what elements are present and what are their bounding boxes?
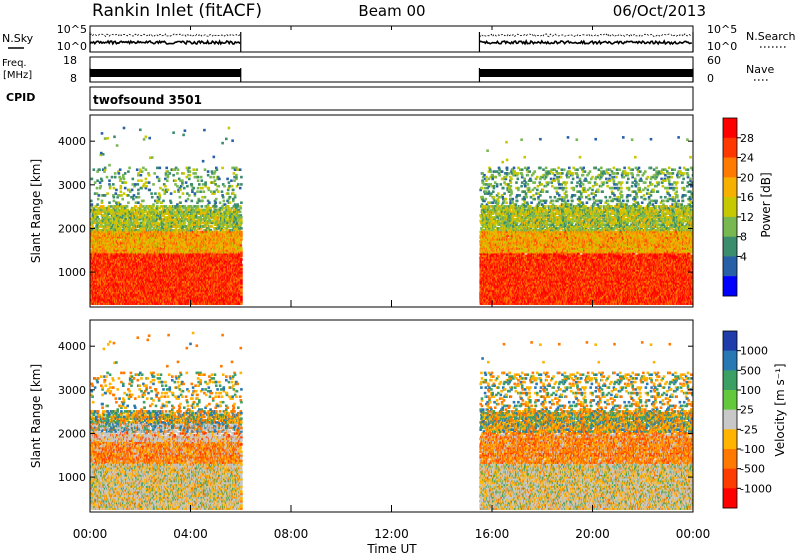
nave-tick-bottom: 0 xyxy=(707,72,714,85)
date-title: 06/Oct/2013 xyxy=(613,2,706,20)
nsky-tick-bottom: 10^0 xyxy=(57,40,87,53)
power-colorbar-tick: 24 xyxy=(740,152,754,165)
velocity-colorbar-tick: 1000 xyxy=(740,345,768,358)
cpid-value: twofsound 3501 xyxy=(93,93,202,107)
x-tick-label: 16:00 xyxy=(475,527,510,541)
freq-panel: Freq. [MHz] 18 8 60 0 Nave xyxy=(2,54,774,85)
power-colorbar-tick: 28 xyxy=(740,132,754,145)
cpid-panel xyxy=(89,86,694,111)
velocity-x-axis: 00:00 04:00 08:00 12:00 16:00 20:00 00:00 xyxy=(73,505,711,541)
power-y-tick-label: 2000 xyxy=(58,222,86,235)
power-colorbar-tick: 4 xyxy=(740,250,747,263)
power-panel: 1000 2000 3000 4000 Slant Range [km] xyxy=(29,114,694,308)
cpid-label: CPID xyxy=(6,91,35,104)
x-tick-label: 00:00 xyxy=(676,527,711,541)
power-y-tick-label: 3000 xyxy=(58,179,86,192)
site-title: Rankin Inlet (fitACF) xyxy=(92,1,262,21)
velocity-field xyxy=(90,331,693,510)
power-colorbar: 28 24 20 16 12 8 4 Power [dB] xyxy=(722,117,773,297)
velocity-colorbar: 1000 500 100 25 -25 -100 -500 -1000 Velocity [m… xyxy=(722,330,787,509)
x-axis-label: Time UT xyxy=(366,542,417,554)
velocity-colorbar-tick: -25 xyxy=(740,423,758,436)
power-colorbar-tick: 16 xyxy=(740,191,754,204)
nave-tick-top: 60 xyxy=(707,54,721,67)
power-colorbar-tick: 20 xyxy=(740,171,754,184)
nsky-series xyxy=(89,26,694,52)
x-tick-label: 08:00 xyxy=(274,527,309,541)
beam-title: Beam 00 xyxy=(358,2,425,20)
velocity-colorbar-tick: -500 xyxy=(740,463,765,476)
freq-tick-top: 18 xyxy=(63,54,77,67)
nsearch-tick-top: 10^5 xyxy=(707,23,737,36)
x-tick-label: 20:00 xyxy=(575,527,610,541)
freq-tick-bottom: 8 xyxy=(70,72,77,85)
velocity-colorbar-tick: 25 xyxy=(740,404,754,417)
velocity-y-tick-label: 1000 xyxy=(58,471,86,484)
velocity-colorbar-tick: -100 xyxy=(740,443,765,456)
velocity-y-tick-label: 2000 xyxy=(58,427,86,440)
nsky-panel: N.Sky 10^5 10^0 10^5 10^0 N.Search xyxy=(2,23,796,53)
power-x-ticks xyxy=(89,300,694,307)
x-tick-label: 12:00 xyxy=(374,527,409,541)
power-y-tick-label: 4000 xyxy=(58,135,86,148)
velocity-y-axis: 1000 2000 3000 4000 xyxy=(58,340,693,484)
freq-label: Freq. xyxy=(2,58,27,69)
nsearch-tick-bottom: 10^0 xyxy=(707,40,737,53)
power-y-axis: 1000 2000 3000 4000 xyxy=(58,135,693,279)
velocity-y-label: Slant Range [km] xyxy=(29,364,43,468)
x-tick-label: 04:00 xyxy=(173,527,208,541)
power-y-label: Slant Range [km] xyxy=(29,159,43,263)
nsky-tick-top: 10^5 xyxy=(57,23,87,36)
velocity-colorbar-tick: 100 xyxy=(740,384,761,397)
power-colorbar-label: Power [dB] xyxy=(759,172,773,237)
power-colorbar-tick: 12 xyxy=(740,211,754,224)
freq-series xyxy=(89,68,694,82)
power-y-tick-label: 1000 xyxy=(58,266,86,279)
power-colorbar-tick: 8 xyxy=(740,231,747,244)
freq-unit-label: [MHz] xyxy=(3,70,32,81)
velocity-y-tick-label: 4000 xyxy=(58,340,86,353)
nsky-label: N.Sky xyxy=(2,32,34,45)
velocity-colorbar-tick: -1000 xyxy=(740,482,772,495)
velocity-colorbar-label: Velocity [m s⁻¹] xyxy=(773,363,787,456)
velocity-y-tick-label: 3000 xyxy=(58,384,86,397)
x-tick-label: 00:00 xyxy=(73,527,108,541)
nsearch-label: N.Search xyxy=(746,30,796,43)
velocity-colorbar-tick: 500 xyxy=(740,364,761,377)
nave-label: Nave xyxy=(746,63,774,76)
power-field xyxy=(90,126,693,305)
